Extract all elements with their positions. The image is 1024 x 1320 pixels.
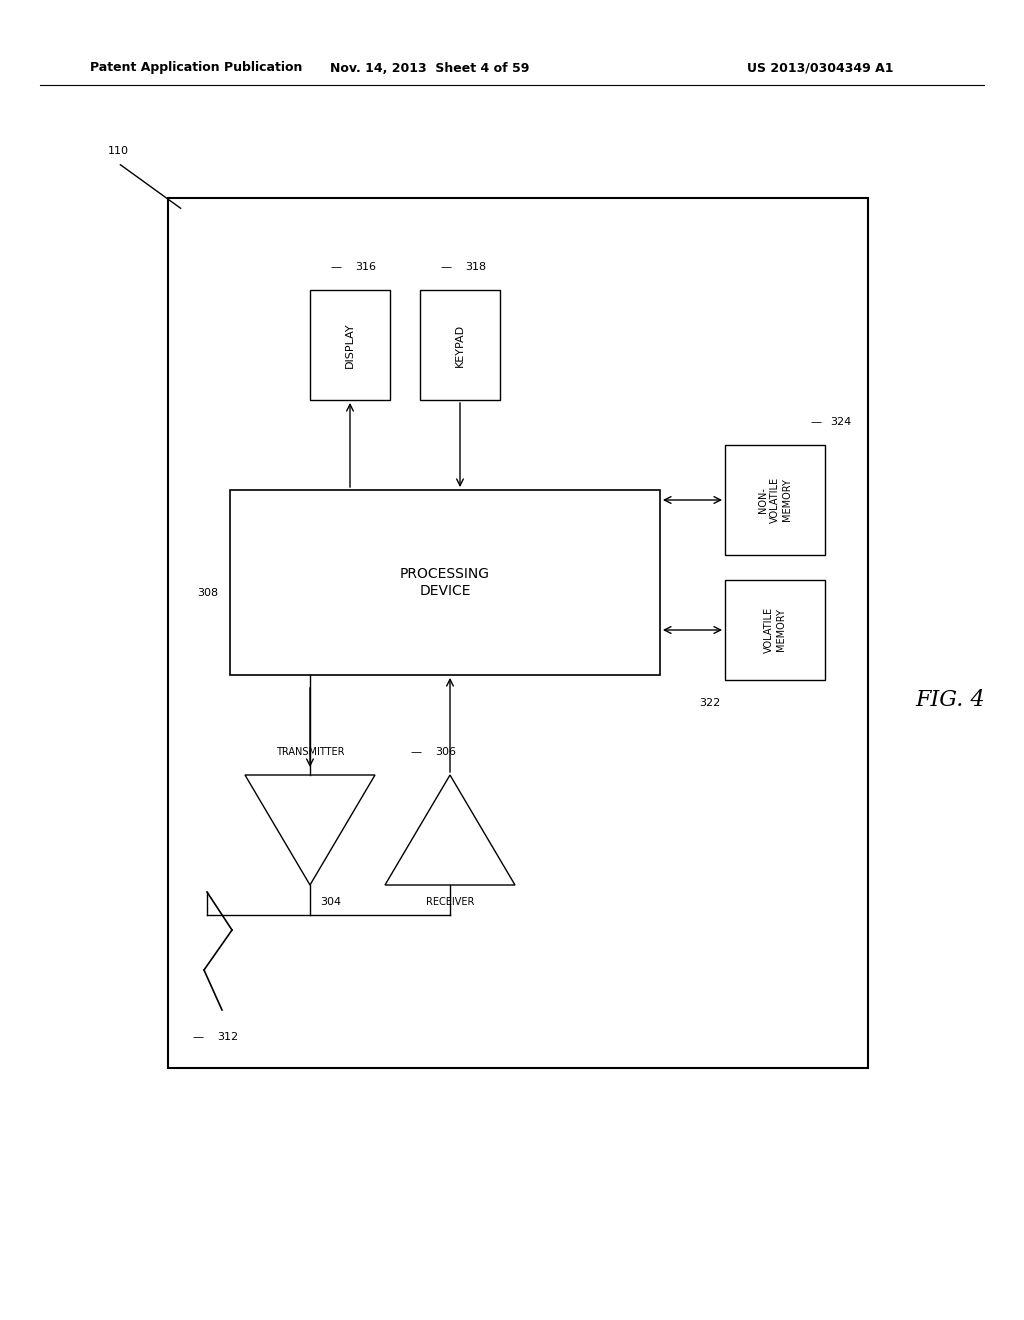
- Text: PROCESSING
DEVICE: PROCESSING DEVICE: [400, 568, 490, 598]
- Text: FIG. 4: FIG. 4: [915, 689, 985, 711]
- Text: TRANSMITTER: TRANSMITTER: [275, 747, 344, 756]
- Bar: [725, 579, 825, 680]
- Bar: [310, 290, 390, 400]
- Text: VOLATILE
MEMORY: VOLATILE MEMORY: [764, 607, 785, 653]
- Polygon shape: [245, 775, 375, 884]
- Text: RECEIVER: RECEIVER: [426, 898, 474, 907]
- Bar: [725, 445, 825, 554]
- Text: —: —: [411, 747, 422, 756]
- Bar: [420, 290, 500, 400]
- Text: 306: 306: [435, 747, 456, 756]
- Text: —: —: [193, 1032, 204, 1041]
- Text: 324: 324: [830, 417, 851, 426]
- Text: —: —: [811, 417, 822, 426]
- Text: 322: 322: [698, 698, 720, 708]
- Text: 312: 312: [217, 1032, 239, 1041]
- Text: NON-
VOLATILE
MEMORY: NON- VOLATILE MEMORY: [759, 477, 792, 523]
- Text: 304: 304: [319, 898, 341, 907]
- Text: DISPLAY: DISPLAY: [345, 322, 355, 368]
- Text: 318: 318: [465, 261, 486, 272]
- Text: US 2013/0304349 A1: US 2013/0304349 A1: [746, 62, 893, 74]
- Text: 110: 110: [108, 147, 129, 156]
- Text: —: —: [331, 261, 342, 272]
- Text: —: —: [441, 261, 452, 272]
- Text: Nov. 14, 2013  Sheet 4 of 59: Nov. 14, 2013 Sheet 4 of 59: [331, 62, 529, 74]
- Text: KEYPAD: KEYPAD: [455, 323, 465, 367]
- Text: 316: 316: [355, 261, 376, 272]
- Bar: [168, 198, 868, 1068]
- Polygon shape: [385, 775, 515, 884]
- Text: 308: 308: [197, 587, 218, 598]
- Text: Patent Application Publication: Patent Application Publication: [90, 62, 302, 74]
- Bar: [230, 490, 660, 675]
